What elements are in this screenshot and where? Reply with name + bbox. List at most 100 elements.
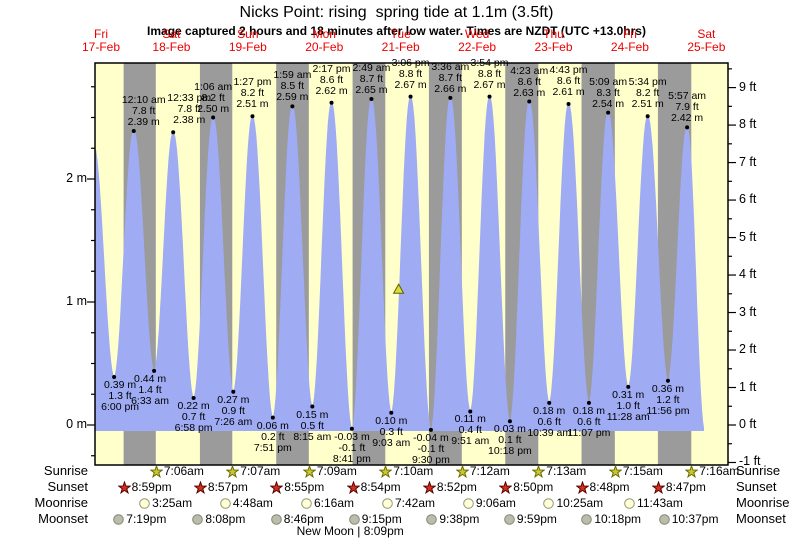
y-axis-right-label: 9 ft bbox=[739, 79, 757, 94]
high-tide-annotation: 3:06 pm 8.8 ft 2.67 m bbox=[391, 56, 430, 91]
current-tide-marker bbox=[392, 283, 405, 294]
high-tide-annotation: 3:36 am 8.7 ft 2.66 m bbox=[431, 60, 470, 95]
sunset-time: 8:57pm bbox=[193, 480, 248, 494]
sunrise-row-label-right: Sunrise bbox=[736, 463, 781, 478]
low-tide-annotation: 0.06 m 0.2 ft 7:51 pm bbox=[253, 419, 292, 454]
sunrise-time: 7:10am bbox=[379, 464, 433, 478]
day-label: Wed 22-Feb bbox=[458, 27, 497, 54]
moonrise-row-label-right: Moonrise bbox=[736, 495, 790, 510]
plot-frame bbox=[94, 62, 729, 466]
high-tide-annotation: 1:06 am 8.2 ft 2.50 m bbox=[194, 80, 233, 115]
low-tide-annotation: 0.39 m 1.3 ft 6:00 pm bbox=[101, 379, 140, 414]
sunset-icon bbox=[422, 480, 436, 494]
sunrise-icon bbox=[226, 464, 240, 478]
high-tide-point bbox=[290, 104, 295, 109]
day-label: Thu 23-Feb bbox=[534, 27, 573, 54]
sunrise-icon bbox=[455, 464, 469, 478]
moonset-row-label-left: Moonset bbox=[38, 511, 88, 526]
low-tide-annotation: 0.27 m 0.9 ft 7:26 am bbox=[214, 393, 253, 428]
low-tide-point bbox=[665, 378, 670, 383]
page-title: Nicks Point: rising spring tide at 1.1m … bbox=[239, 4, 554, 21]
y-axis-right-label: 7 ft bbox=[739, 154, 757, 169]
moon-phase-note: New Moon | 8:09pm bbox=[296, 524, 404, 538]
low-tide-annotation: 0.31 m 1.0 ft 11:28 am bbox=[606, 388, 650, 423]
y-axis-right-label: 1 ft bbox=[739, 379, 757, 394]
y-axis-right-label: 6 ft bbox=[739, 192, 757, 207]
day-label: Fri 24-Feb bbox=[610, 27, 649, 54]
low-tide-annotation: 0.10 m 0.3 ft 9:03 am bbox=[372, 414, 411, 449]
sunrise-time: 7:16am bbox=[685, 464, 739, 478]
sunset-icon bbox=[499, 480, 513, 494]
low-tide-annotation: 0.11 m 0.4 ft 9:51 am bbox=[451, 413, 490, 448]
high-tide-point bbox=[171, 130, 176, 135]
sunrise-time: 7:07am bbox=[226, 464, 280, 478]
sunset-icon bbox=[117, 480, 131, 494]
moonrise-icon bbox=[624, 497, 635, 509]
sunrise-time: 7:13am bbox=[532, 464, 586, 478]
low-tide-point bbox=[349, 426, 354, 431]
low-tide-point bbox=[191, 395, 196, 400]
day-label: Tue 21-Feb bbox=[381, 27, 420, 54]
moonrise-icon bbox=[543, 497, 555, 509]
sunset-icon bbox=[651, 480, 665, 494]
moonset-time: 8:08pm bbox=[191, 512, 245, 526]
sunrise-row-label-left: Sunrise bbox=[43, 463, 88, 478]
moonset-time: 10:18pm bbox=[580, 512, 641, 526]
high-tide-annotation: 4:43 pm 8.6 ft 2.61 m bbox=[549, 63, 588, 98]
moonset-icon bbox=[504, 513, 515, 525]
y-axis-right-label: 0 ft bbox=[739, 417, 757, 431]
low-tide-point bbox=[507, 419, 512, 424]
high-tide-point bbox=[566, 101, 571, 106]
sunrise-icon bbox=[379, 464, 393, 478]
low-tide-point bbox=[547, 400, 552, 405]
low-tide-point bbox=[231, 389, 236, 394]
sunrise-time: 7:12am bbox=[455, 464, 510, 478]
moonrise-time: 11:43am bbox=[623, 496, 683, 510]
sunset-row-label-right: Sunset bbox=[736, 479, 777, 494]
high-tide-annotation: 5:09 am 8.3 ft 2.54 m bbox=[589, 75, 628, 110]
y-axis-right-label: -1 ft bbox=[739, 454, 761, 469]
moonset-time: 9:38pm bbox=[425, 512, 479, 526]
high-tide-point bbox=[527, 99, 532, 104]
sunset-icon bbox=[346, 480, 360, 494]
moonrise-icon bbox=[139, 497, 150, 509]
sunset-time: 8:52pm bbox=[422, 480, 477, 494]
moonset-time: 8:46pm bbox=[270, 512, 324, 526]
moonset-icon bbox=[426, 513, 438, 525]
low-tide-annotation: 0.44 m 1.4 ft 6:33 am bbox=[131, 372, 170, 407]
moonrise-icon bbox=[301, 497, 312, 509]
moonset-time: 10:37pm bbox=[658, 512, 718, 526]
tide-area bbox=[94, 95, 704, 432]
moonset-icon bbox=[192, 513, 204, 525]
moonrise-icon bbox=[463, 497, 474, 509]
high-tide-annotation: 5:57 am 7.9 ft 2.42 m bbox=[668, 90, 707, 125]
moonset-icon bbox=[658, 513, 670, 525]
moonset-time: 9:15pm bbox=[348, 512, 402, 526]
high-tide-annotation: 5:34 pm 8.2 ft 2.51 m bbox=[628, 76, 667, 111]
moonrise-time: 10:25am bbox=[542, 496, 603, 510]
day-label: Fri 17-Feb bbox=[81, 27, 121, 54]
sunset-time: 8:50pm bbox=[499, 480, 553, 494]
sunrise-icon bbox=[302, 464, 316, 478]
y-axis-left-label: 1 m bbox=[66, 294, 87, 308]
sunset-time: 8:55pm bbox=[270, 480, 324, 494]
sunset-row-label-left: Sunset bbox=[47, 479, 88, 494]
low-tide-point bbox=[468, 409, 473, 414]
high-tide-point bbox=[487, 94, 492, 99]
low-tide-point bbox=[270, 415, 275, 420]
y-axis-left-label: 2 m bbox=[66, 171, 87, 185]
moonset-time: 7:19pm bbox=[112, 512, 166, 526]
sunrise-icon bbox=[685, 464, 699, 478]
low-tide-point bbox=[152, 368, 157, 373]
high-tide-annotation: 1:59 am 8.5 ft 2.59 m bbox=[273, 69, 312, 104]
low-tide-point bbox=[389, 410, 394, 415]
moonset-icon bbox=[581, 513, 593, 525]
high-tide-point bbox=[448, 95, 453, 100]
y-axis-right-label: 8 ft bbox=[739, 117, 757, 132]
moonrise-icon bbox=[382, 497, 393, 509]
moonset-row-label-right: Moonset bbox=[736, 511, 786, 526]
moonrise-row-label-left: Moonrise bbox=[34, 495, 88, 510]
moonset-icon bbox=[270, 513, 282, 525]
sunrise-icon bbox=[608, 464, 622, 478]
